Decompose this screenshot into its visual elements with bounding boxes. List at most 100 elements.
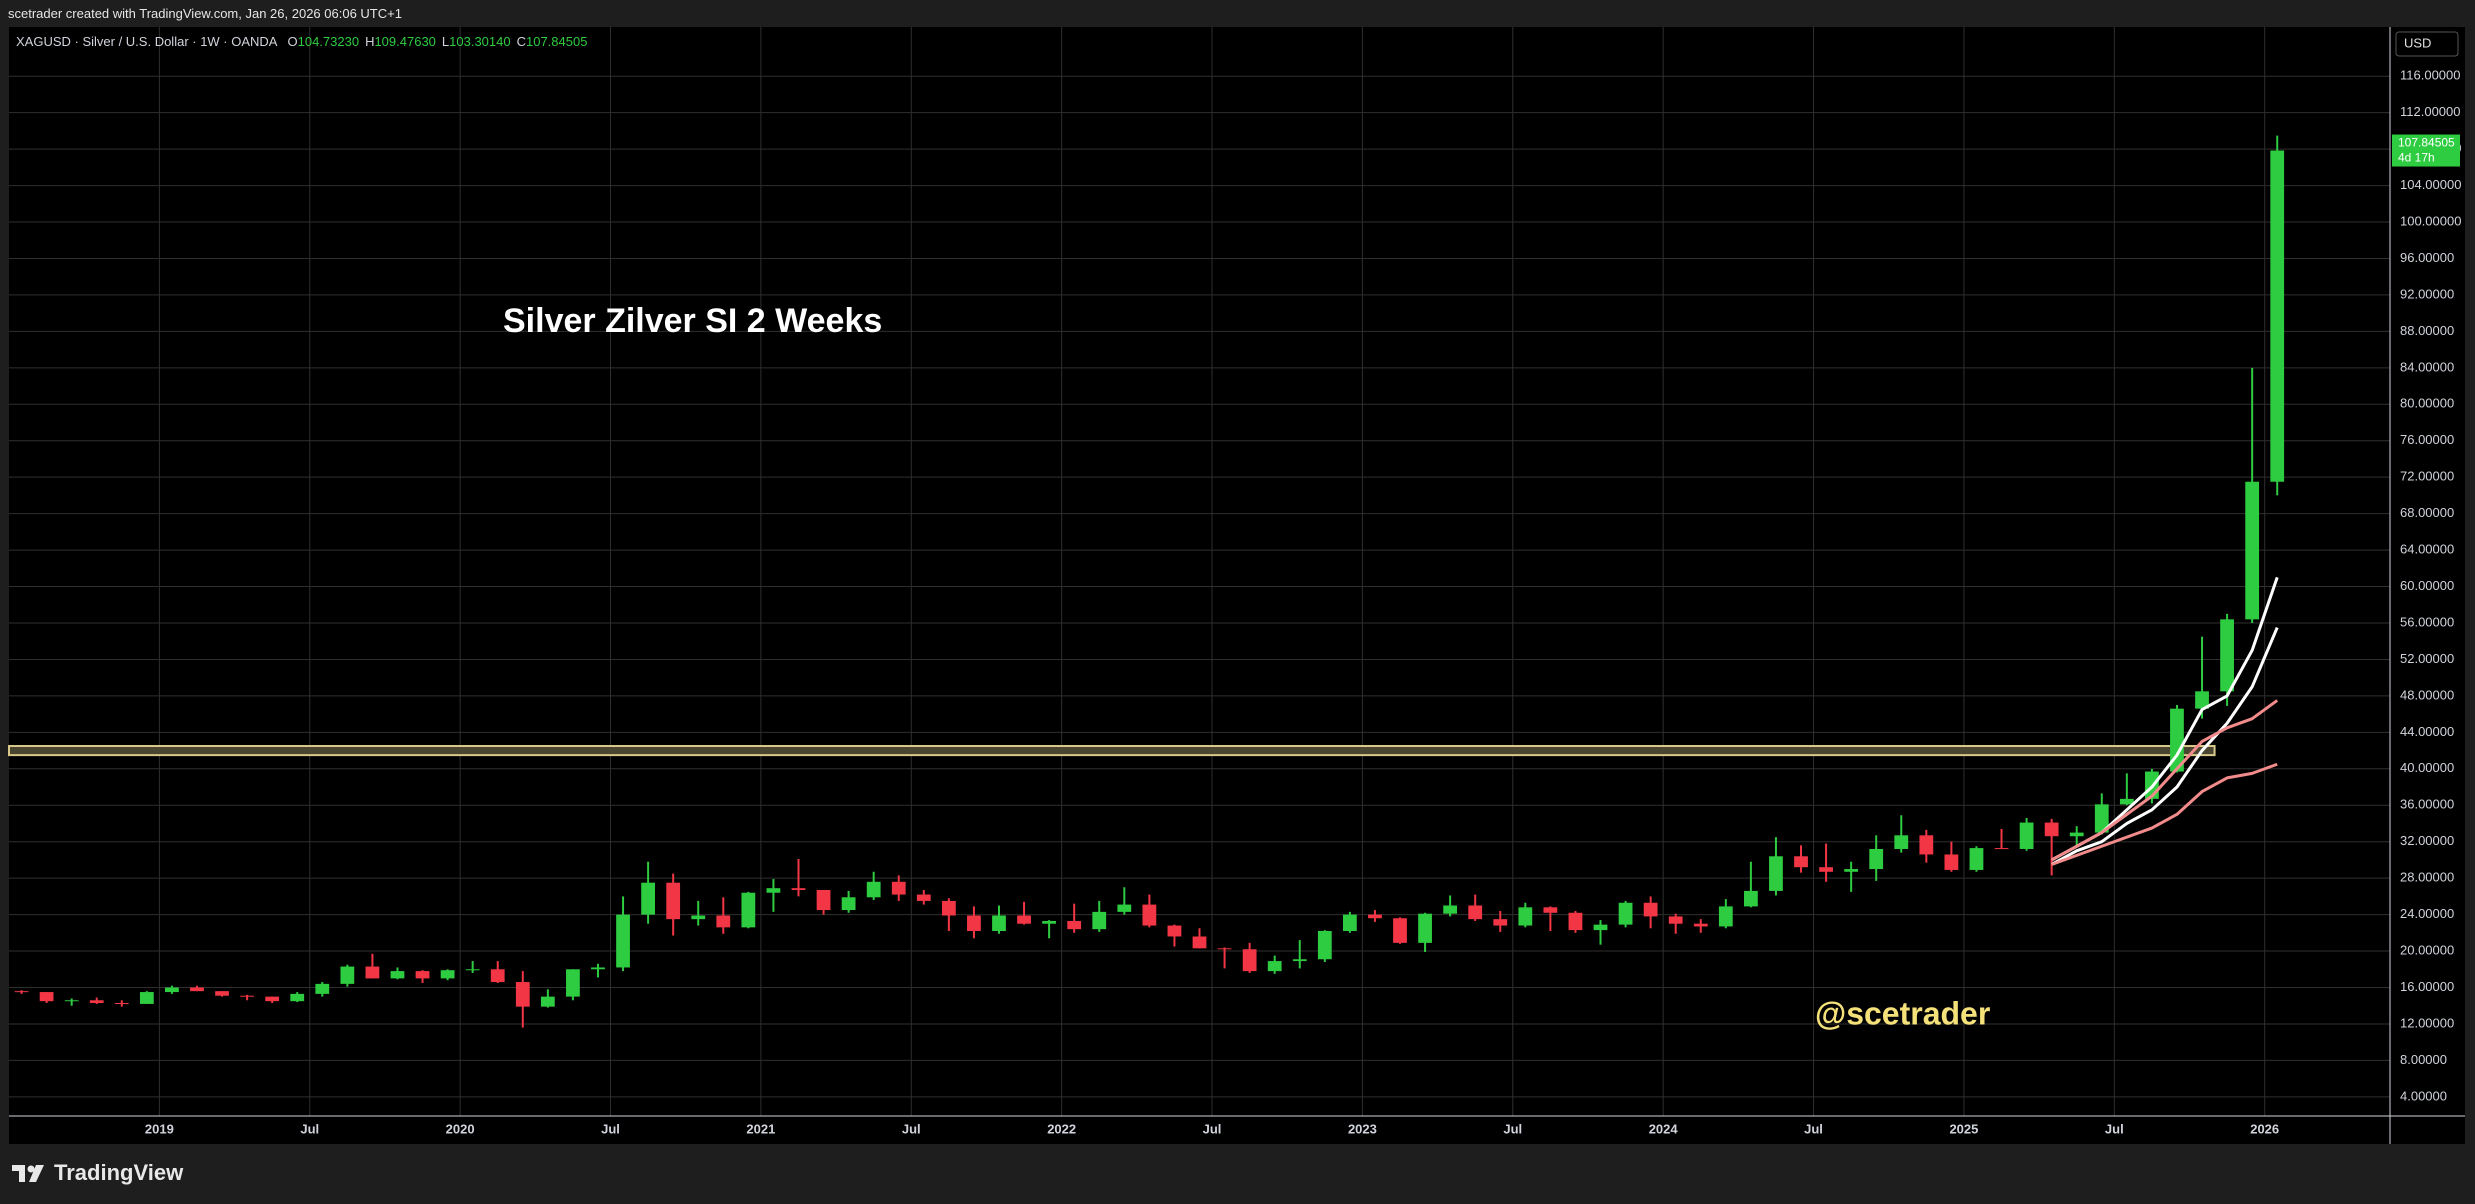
candle-body	[1693, 923, 1708, 927]
y-tick-label: 24.00000	[2400, 906, 2454, 921]
candle-body	[1342, 914, 1357, 932]
candle-body	[315, 983, 330, 994]
candle-body	[616, 914, 630, 968]
candle-body	[89, 1000, 104, 1003]
candle-body	[1292, 959, 1307, 962]
candle-body	[1092, 911, 1107, 930]
candle-body	[2094, 804, 2109, 833]
y-tick-label: 36.00000	[2400, 797, 2454, 812]
candle-body	[1568, 912, 1583, 931]
x-tick-label: Jul	[2105, 1121, 2124, 1136]
candle-body	[2019, 822, 2034, 849]
candle-body	[14, 991, 29, 993]
candle-body	[941, 900, 956, 916]
candle-body	[2245, 481, 2260, 620]
ohlc-label: C	[516, 34, 526, 49]
x-tick-label: 2021	[746, 1121, 775, 1136]
overlay-line	[2050, 626, 2279, 866]
chart: USD Silver Zilver SI 2 Weeks @scetrader …	[8, 27, 2465, 1144]
ohlc-value: 104.73230	[297, 34, 360, 49]
x-tick-label: Jul	[1503, 1121, 1522, 1136]
candle-body	[265, 996, 280, 1002]
candle-body	[916, 894, 931, 901]
candle-body	[39, 992, 54, 1002]
candle-body	[2270, 150, 2285, 482]
candle-body	[1443, 905, 1458, 914]
candle-body	[1969, 848, 1984, 870]
y-tick-label: 84.00000	[2400, 359, 2454, 374]
candle-body	[215, 991, 229, 996]
y-tick-label: 72.00000	[2400, 469, 2454, 484]
candle-body	[1643, 902, 1658, 917]
candle-body	[1493, 919, 1508, 926]
candle-body	[1242, 949, 1257, 972]
candle-body	[766, 888, 781, 893]
candle-body	[365, 966, 380, 979]
candle-body	[139, 992, 154, 1004]
candle-body	[2119, 798, 2134, 805]
ohlc-value: 107.84505	[525, 34, 588, 49]
symbol: XAGUSD · Silver / U.S. Dollar · 1W · OAN…	[16, 34, 278, 49]
currency-box[interactable]	[2395, 31, 2459, 57]
annotation: @scetrader	[1815, 995, 1990, 1031]
candle-body	[716, 915, 731, 928]
candle-body	[891, 881, 906, 895]
candle-body	[1142, 904, 1157, 926]
candle-body	[1593, 924, 1608, 931]
candle-body	[1017, 915, 1031, 924]
y-tick-label: 44.00000	[2400, 724, 2454, 739]
candle-body	[114, 1002, 129, 1004]
candle-body	[1919, 835, 1934, 855]
candle-body	[1518, 907, 1533, 926]
y-tick-label: 8.00000	[2400, 1052, 2447, 1067]
candle-body	[440, 970, 455, 979]
candle-body	[1217, 948, 1232, 950]
candle-body	[2220, 619, 2234, 692]
chart-title: Silver Zilver SI 2 Weeks	[503, 302, 882, 340]
grid	[9, 27, 2390, 1116]
candle-body	[566, 969, 580, 997]
candle-body	[1844, 869, 1859, 872]
candle-body	[866, 881, 881, 898]
candle-body	[240, 995, 254, 997]
y-tick-label: 12.00000	[2400, 1015, 2454, 1030]
overlay-line	[2050, 699, 2279, 862]
countdown: 4d 17h	[2398, 151, 2435, 165]
x-tick-label: 2022	[1047, 1121, 1076, 1136]
overlay-line	[2051, 762, 2278, 866]
brand-logo	[12, 1165, 44, 1182]
candle-body	[741, 892, 756, 928]
y-tick-label: 16.00000	[2400, 979, 2454, 994]
candle-body	[666, 882, 681, 920]
y-tick-label: 52.00000	[2400, 651, 2454, 666]
candle-body	[1668, 916, 1683, 924]
candle-body	[1067, 920, 1082, 930]
candle-body	[1743, 890, 1758, 907]
candle-body	[165, 987, 179, 993]
candle-body	[1543, 907, 1558, 913]
candle-body	[1418, 913, 1432, 943]
candle-body	[1117, 904, 1132, 912]
candle-body	[1192, 936, 1207, 949]
candle-body	[1869, 848, 1884, 870]
y-tick-label: 100.00000	[2400, 213, 2461, 228]
y-tick-label: 68.00000	[2400, 505, 2454, 520]
time-axis-background	[9, 1116, 2390, 1144]
candle-body	[1769, 856, 1783, 891]
candle-body	[691, 915, 706, 920]
y-tick-label: 96.00000	[2400, 250, 2454, 265]
x-tick-label: 2025	[1949, 1121, 1978, 1136]
marks	[8, 135, 2285, 1028]
ohlc-value: 103.30140	[449, 34, 511, 49]
footer: TradingView	[12, 1160, 183, 1186]
candle-body	[415, 971, 430, 979]
ohlc-label: H	[365, 34, 375, 49]
y-tick-label: 40.00000	[2400, 760, 2454, 775]
candle-body	[1618, 902, 1633, 925]
candle-body	[2195, 691, 2209, 709]
y-tick-label: 76.00000	[2400, 432, 2454, 447]
zone	[8, 745, 2216, 757]
candle-body	[591, 967, 605, 970]
y-tick-label: 4.00000	[2400, 1088, 2447, 1103]
